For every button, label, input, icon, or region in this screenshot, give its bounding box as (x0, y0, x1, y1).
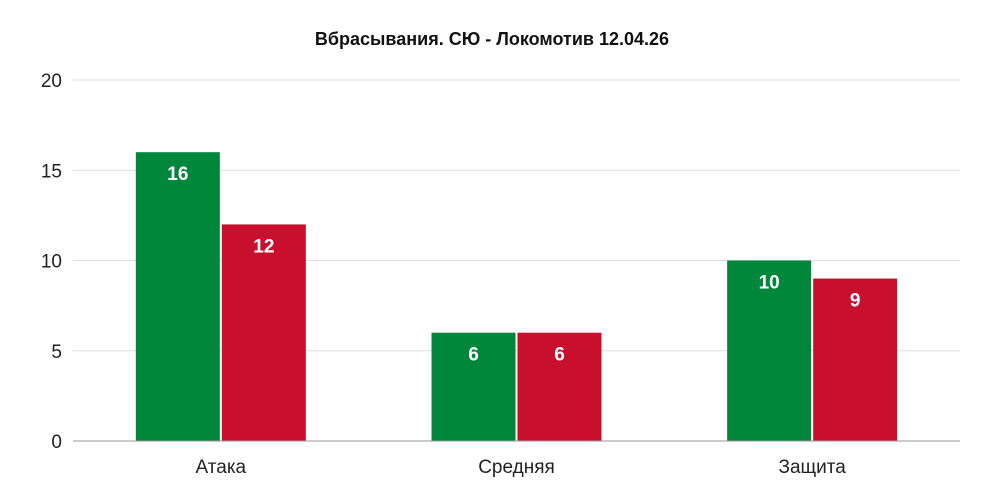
bar-value-label: 6 (554, 345, 565, 366)
bar (221, 224, 306, 441)
data-labels: 16 12 6 6 10 9 (167, 164, 860, 366)
y-tick-label: 10 (41, 252, 62, 273)
x-category-label: Средняя (478, 457, 555, 478)
bar-value-label: 9 (850, 291, 861, 312)
bar (727, 260, 812, 441)
bar (813, 278, 898, 441)
chart-title: Вбрасывания. СЮ - Локомотив 12.04.26 (315, 29, 669, 49)
y-tick-label: 15 (41, 161, 62, 182)
y-tick-label: 0 (51, 432, 62, 453)
y-tick-label: 5 (51, 342, 62, 363)
grid-lines (73, 79, 960, 352)
bar-value-label: 16 (167, 164, 188, 185)
y-axis-ticks: 0 5 10 15 20 (41, 71, 62, 453)
bar-value-label: 6 (468, 345, 479, 366)
bars (135, 152, 898, 441)
bar (431, 332, 516, 441)
bar (135, 152, 220, 441)
x-category-label: Атака (196, 457, 247, 478)
x-axis-categories: Атака Средняя Защита (196, 457, 847, 478)
bar (517, 332, 602, 441)
y-tick-label: 20 (41, 71, 62, 92)
bar-value-label: 10 (759, 273, 780, 294)
x-category-label: Защита (778, 457, 846, 478)
bar-value-label: 12 (253, 236, 274, 257)
